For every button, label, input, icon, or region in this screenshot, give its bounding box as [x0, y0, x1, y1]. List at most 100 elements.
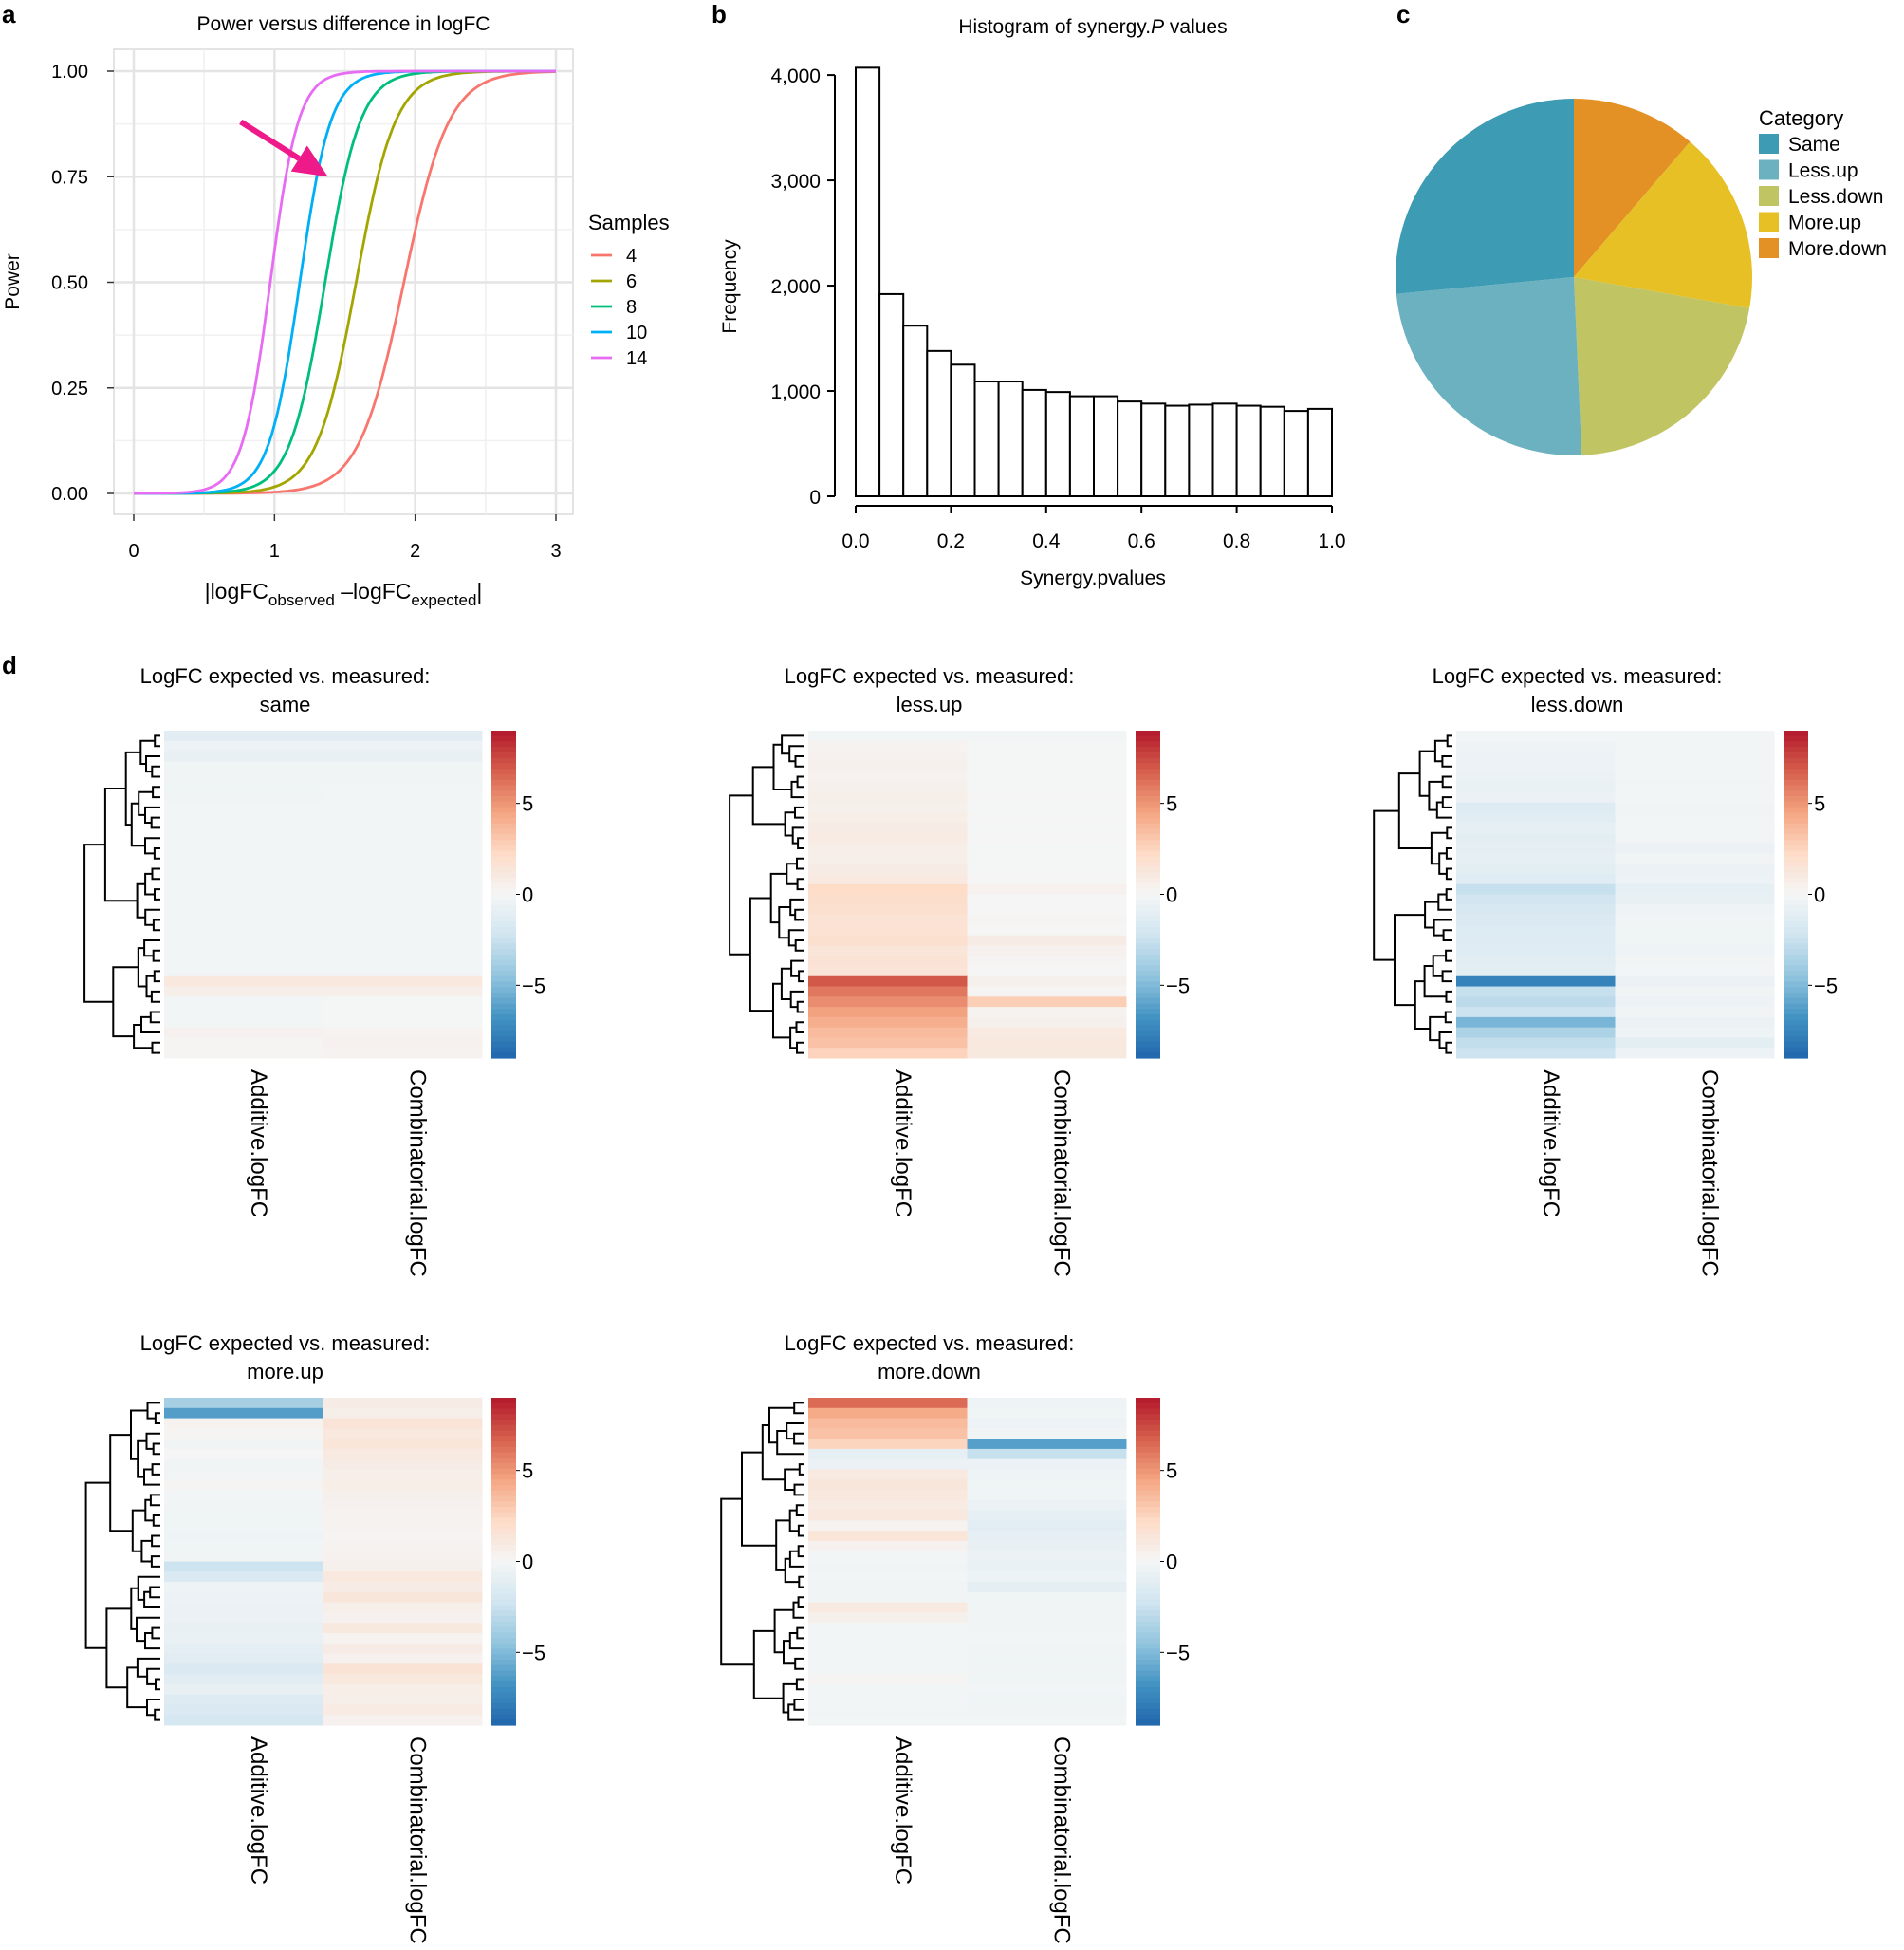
heatmap-cell: [323, 904, 483, 916]
dendrogram-branch: [768, 1406, 795, 1444]
colorbar-segment: [491, 812, 516, 819]
heatmap-cell: [967, 1643, 1127, 1655]
heatmap-cell: [1456, 771, 1616, 783]
colorbar-segment: [1136, 1686, 1160, 1694]
colorbar-segment: [1136, 1490, 1160, 1497]
heatmap-cell: [323, 1398, 483, 1409]
colorbar-segment: [491, 1446, 516, 1454]
colorbar-segment: [491, 1490, 516, 1497]
axes: 0 1 2 3 0.00 0.25 0.50 0.75 1.00: [51, 62, 562, 562]
colorbar-segment: [1136, 971, 1160, 977]
heatmap-cell: [164, 956, 323, 967]
heatmap-cell: [1615, 823, 1775, 834]
colorbar-segment: [1136, 752, 1160, 759]
chart-title: Power versus difference in logFC: [197, 13, 490, 35]
colorbar-segment: [1136, 1009, 1160, 1015]
colorbar-segment: [1136, 921, 1160, 928]
heatmap-cell: [1615, 843, 1775, 854]
colorbar-segment: [1784, 763, 1808, 770]
heatmap-cell: [323, 1407, 483, 1420]
heatmap-cell: [164, 1398, 323, 1409]
series-line-14: [134, 69, 556, 495]
histogram-bar: [1188, 403, 1214, 498]
heatmap-cell: [1615, 996, 1775, 1008]
heatmap-cell: [967, 832, 1127, 845]
colorbar-segment: [491, 1507, 516, 1514]
heatmap-cell: [967, 1398, 1127, 1409]
colorbar-segment: [1784, 916, 1808, 922]
histogram-bar: [1140, 402, 1167, 497]
heatmap-cell: [967, 894, 1127, 905]
dendrogram-branch: [136, 882, 146, 919]
colorbar-segment: [1136, 1523, 1160, 1530]
colorbar-segment: [491, 921, 516, 928]
power-curve-chart: 0 1 2 3 0.00 0.25 0.50 0.75 1.00 Power versus di…: [2, 13, 670, 609]
legend-label: Less.up: [1788, 160, 1858, 182]
colorbar-tick-label: 0: [1814, 883, 1825, 907]
heatmap-cell: [323, 1571, 483, 1583]
colorbar-segment: [491, 1430, 516, 1437]
dendrogram-branch: [152, 786, 160, 799]
colorbar-segment: [491, 1452, 516, 1458]
dendrogram-branch: [144, 1498, 154, 1522]
heatmap-cell: [164, 1490, 323, 1501]
pie-slice-same: [1395, 99, 1574, 294]
heatmap-cell: [808, 1490, 968, 1501]
heatmap-cell: [808, 1479, 968, 1491]
x-label-part: |logFC: [205, 579, 268, 604]
heatmap-cell: [808, 1510, 968, 1521]
heatmap-cell: [967, 781, 1127, 793]
heatmap-cell: [323, 1490, 483, 1501]
colorbar-segment: [1136, 1588, 1160, 1595]
heatmap-cell: [808, 1561, 968, 1572]
heatmap-cell: [164, 843, 323, 854]
colorbar-segment: [491, 828, 516, 835]
dendrogram-branch: [1445, 1041, 1452, 1054]
histogram-bar: [950, 363, 976, 497]
heatmap-cell: [808, 853, 968, 864]
colorbar-segment: [1784, 866, 1808, 874]
histogram-bar: [902, 325, 929, 497]
colorbar-segment: [1136, 845, 1160, 852]
heatmap-cell: [164, 853, 323, 864]
colorbar-tick-label: 0: [1166, 883, 1177, 907]
colorbar-segment: [1136, 1583, 1160, 1589]
x-label-sub: observed: [268, 591, 335, 609]
colorbar-segment: [491, 1517, 516, 1524]
colorbar-segment: [1136, 1676, 1160, 1682]
colorbar-segment: [1784, 1031, 1808, 1037]
histogram-bar: [1164, 404, 1191, 497]
colorbar-segment: [491, 1414, 516, 1421]
colorbar-segment: [1136, 801, 1160, 808]
heatmap-cell: [164, 1479, 323, 1491]
heatmap-subtitle: less.down: [1531, 693, 1624, 716]
colorbar-segment: [1136, 856, 1160, 863]
dendrogram-branch: [154, 1412, 160, 1424]
colorbar-segment: [491, 981, 516, 988]
heatmap-cell: [1615, 935, 1775, 946]
colorbar-segment: [1136, 763, 1160, 770]
dendrogram-branch: [794, 1657, 804, 1670]
colorbar-segment: [1136, 1577, 1160, 1585]
heatmap-cell: [808, 1704, 968, 1716]
dendrogram-branch: [140, 1539, 153, 1563]
heatmap-cell: [323, 1458, 483, 1470]
heatmap-cell: [1456, 843, 1616, 854]
colorbar-segment: [1784, 785, 1808, 791]
heatmap-cell: [808, 1643, 968, 1655]
histogram-bar: [997, 381, 1024, 498]
colorbar-segment: [1136, 1572, 1160, 1579]
heatmap-cell: [323, 1428, 483, 1439]
colorbar-segment: [491, 975, 516, 983]
colorbar-segment: [1784, 872, 1808, 879]
dendrogram-branch: [83, 844, 114, 1003]
heatmap-cell: [967, 1694, 1127, 1705]
dendrogram-branch: [133, 1024, 153, 1049]
dendrogram-branch: [155, 1678, 160, 1691]
colorbar-segment: [491, 1441, 516, 1448]
heatmap-cell: [967, 1428, 1127, 1439]
colorbar-segment: [1136, 1424, 1160, 1432]
heatmap-d3: LogFC expected vs. measured: less.down Add…: [1373, 664, 1838, 1277]
colorbar-segment: [1784, 731, 1808, 737]
colorbar-segment: [1136, 1594, 1160, 1601]
